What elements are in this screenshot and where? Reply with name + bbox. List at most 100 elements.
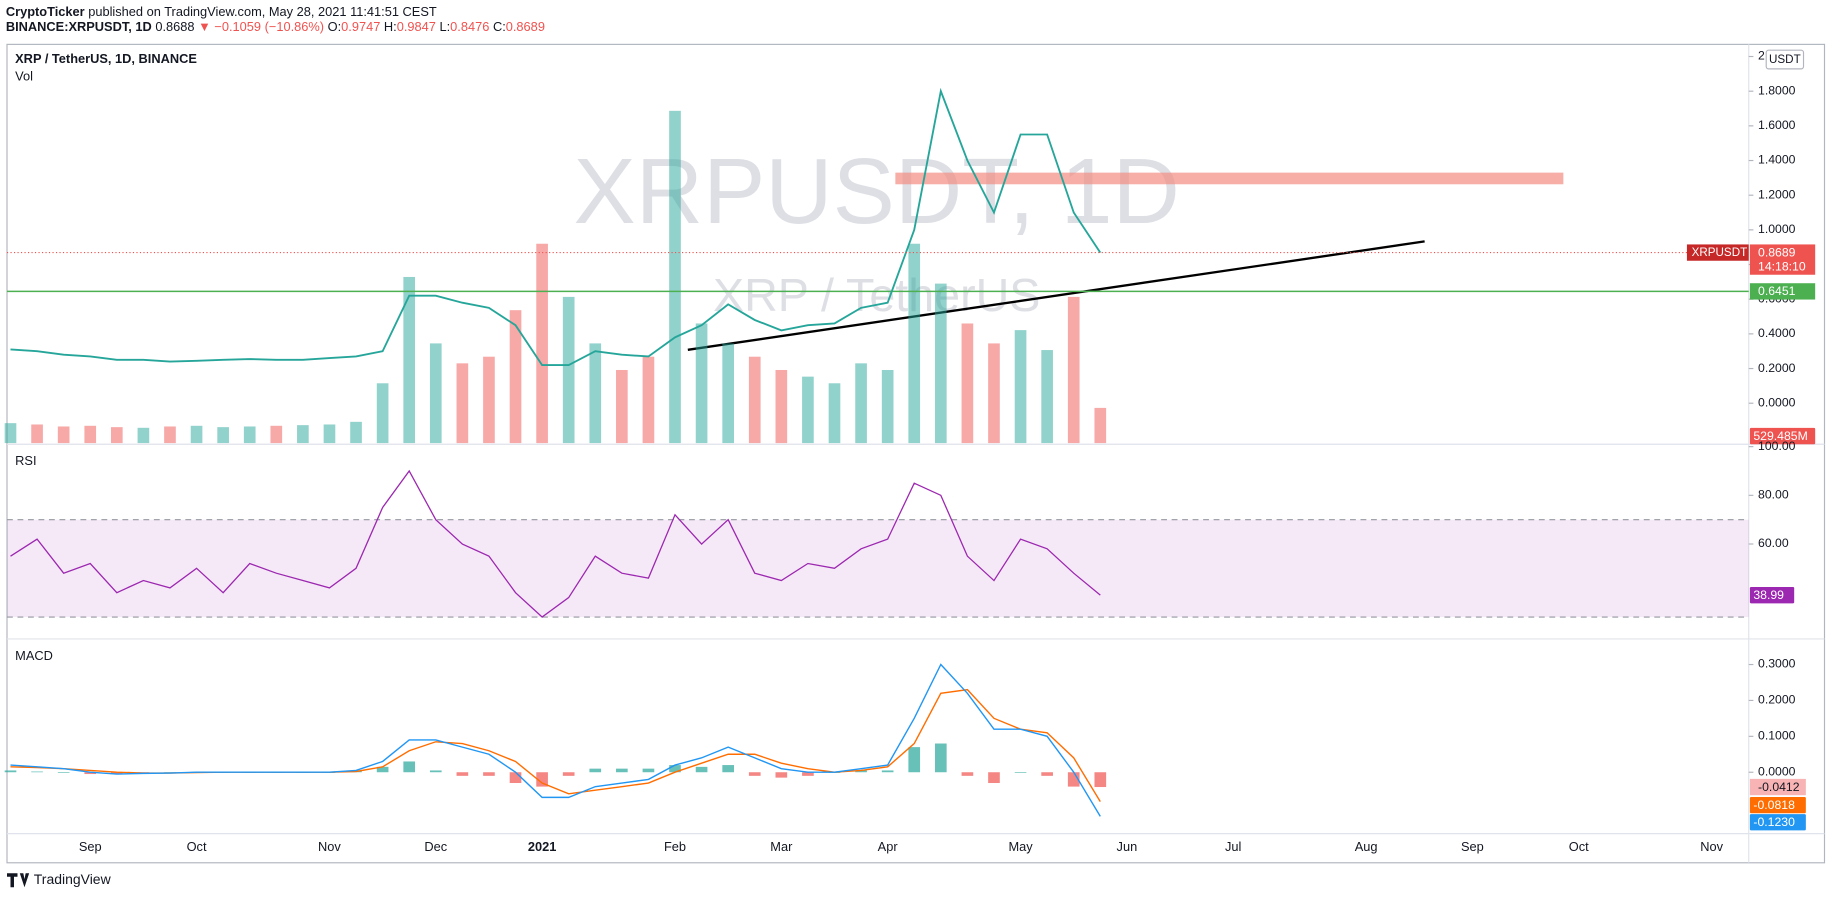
histogram-bar (1094, 772, 1107, 788)
ohlc-o: O: (328, 19, 342, 34)
ohlc-h: H: (384, 19, 397, 34)
x-tick-label: Oct (1569, 839, 1589, 854)
x-tick-label: May (1008, 839, 1033, 854)
volume-bar (1067, 296, 1080, 444)
volume-bar (376, 383, 389, 444)
rsi-band (6, 519, 1749, 618)
histogram-bar (562, 772, 575, 776)
histogram-bar (57, 772, 70, 773)
histogram-bar (110, 772, 123, 775)
y-tick-label: 0.0000 (1758, 764, 1796, 778)
volume-bar (669, 110, 681, 444)
histogram-bar (961, 772, 974, 776)
change: ▼ −0.1059 (−10.86%) (198, 19, 324, 34)
histogram-bar (456, 772, 469, 776)
volume-bar (323, 424, 336, 444)
histogram-bar (536, 772, 548, 787)
volume-bar (1094, 407, 1107, 444)
last-value-label: 38.99 (1753, 588, 1784, 602)
histogram-bar (934, 743, 947, 773)
volume-bar (695, 323, 708, 444)
y-tick-label: 0.2000 (1758, 693, 1796, 707)
last-price: 0.8689 (1758, 245, 1796, 259)
symbol-badge: XRPUSDT (1692, 246, 1748, 259)
volume-bar (217, 427, 229, 444)
volume-bar (270, 425, 283, 444)
volume-bar (429, 343, 442, 444)
y-tick-label: 0.1000 (1758, 729, 1796, 743)
y-tick-label: 0.3000 (1758, 657, 1796, 671)
volume-bar (589, 343, 602, 444)
histogram-bar (1067, 772, 1080, 787)
volume-last-label-bg (1749, 427, 1816, 445)
volume-bar (350, 421, 362, 444)
histogram-bar (509, 772, 522, 784)
histogram-bar (1041, 772, 1053, 776)
symbol-line: BINANCE:XRPUSDT, 1D 0.8688 ▼ −0.1059 (−1… (6, 19, 545, 34)
watermark-symbol: XRPUSDT, 1D (574, 139, 1180, 243)
y-tick-label: 0.0000 (1758, 395, 1796, 409)
volume-last-label: 529.485M (1753, 429, 1807, 443)
volume-bar (1041, 350, 1053, 444)
histogram-bar (429, 770, 442, 773)
volume-bar (137, 427, 150, 444)
volume-bar (881, 369, 894, 444)
last-value-label-bg (1749, 796, 1806, 814)
histogram-bar (988, 772, 1000, 784)
histogram-bar (84, 772, 97, 775)
price: 0.8688 (155, 19, 194, 34)
ohlc-l-value: 0.8476 (450, 19, 489, 34)
volume-bar (722, 343, 734, 444)
volume-bar (84, 425, 97, 444)
histogram-bar (403, 761, 416, 773)
y-tick-label: 1.2000 (1758, 187, 1796, 201)
volume-bar (961, 323, 974, 444)
x-tick-label: 2021 (528, 839, 557, 854)
y-tick-label: 0.2000 (1758, 361, 1796, 375)
pane-title: XRP / TetherUS, 1D, BINANCE (15, 51, 197, 66)
histogram-bar (695, 766, 708, 773)
volume-bar (802, 376, 814, 444)
volume-bar (57, 426, 70, 444)
volume-bar (297, 425, 309, 444)
histogram-bar (31, 771, 43, 773)
watermark-name: XRP / TetherUS (713, 269, 1040, 321)
histogram-bar (748, 772, 761, 776)
y-tick-label: 1.0000 (1758, 222, 1796, 236)
currency: USDT (1769, 53, 1801, 66)
logo (6, 873, 30, 888)
level-label-bg (1749, 283, 1816, 300)
volume-bar (642, 356, 655, 444)
histogram-bar (855, 770, 867, 773)
volume-bar (509, 310, 522, 444)
histogram-label-bg (1749, 778, 1806, 796)
histogram-bar (802, 772, 814, 776)
x-tick-label: Nov (318, 839, 341, 854)
volume-bar (483, 356, 495, 444)
y-tick-label: 1.6000 (1758, 118, 1796, 132)
y-tick-label: 2 (1758, 49, 1765, 63)
histogram-bar (775, 772, 788, 778)
x-tick-label: Sep (1461, 839, 1484, 854)
x-tick-label: Sep (79, 839, 102, 854)
x-tick-label: Nov (1700, 839, 1723, 854)
ohlc-c: C: (493, 19, 506, 34)
brand: TradingView (34, 871, 112, 887)
y-tick-label: 100.00 (1758, 439, 1796, 453)
volume-bar (562, 296, 575, 444)
volume-bar (988, 343, 1000, 444)
histogram-bar (722, 765, 734, 773)
currency-badge[interactable] (1765, 49, 1805, 70)
histogram-bar (589, 768, 602, 773)
last-value-label-bg (1749, 586, 1795, 604)
published: published on TradingView.com, May 28, 20… (88, 4, 437, 19)
footer: TradingView (6, 871, 112, 888)
last-price-bg (1749, 244, 1816, 275)
ohlc-o-value: 0.9747 (341, 19, 380, 34)
volume-bar (403, 276, 416, 444)
y-tick-label: 0.4000 (1758, 326, 1796, 340)
ohlc-l: L: (439, 19, 450, 34)
histogram-bar (1014, 772, 1027, 773)
x-tick-label: Apr (878, 839, 899, 854)
